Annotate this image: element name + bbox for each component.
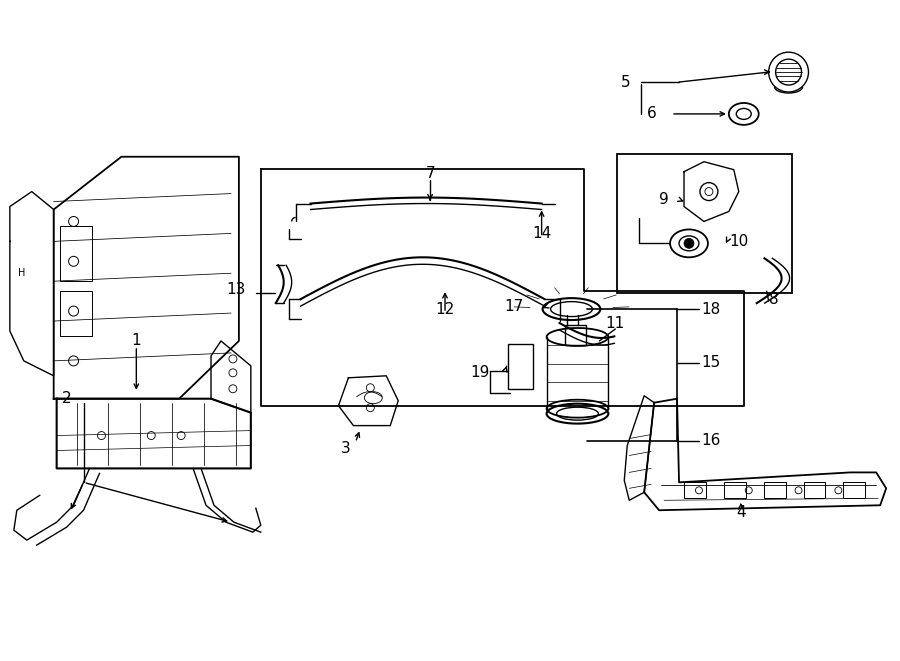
- Text: 3: 3: [340, 441, 350, 456]
- Text: 16: 16: [701, 433, 720, 448]
- Bar: [564, 325, 587, 345]
- Text: 15: 15: [701, 356, 720, 370]
- Text: 9: 9: [659, 192, 669, 207]
- Text: 2: 2: [62, 391, 71, 407]
- Text: H: H: [18, 268, 25, 278]
- Bar: [804, 483, 825, 498]
- Bar: [764, 483, 786, 498]
- Text: 13: 13: [226, 282, 246, 297]
- Text: 14: 14: [532, 226, 551, 241]
- Text: 10: 10: [729, 234, 748, 249]
- Text: 11: 11: [606, 315, 625, 330]
- Text: 18: 18: [701, 301, 720, 317]
- Text: 19: 19: [470, 366, 490, 380]
- Bar: [843, 483, 865, 498]
- Bar: [684, 483, 706, 498]
- Bar: [617, 154, 792, 293]
- Text: 17: 17: [505, 299, 524, 313]
- Text: 8: 8: [769, 292, 778, 307]
- Bar: [508, 344, 533, 389]
- Text: 6: 6: [647, 106, 657, 122]
- Bar: [59, 291, 92, 336]
- Text: 7: 7: [426, 166, 435, 181]
- Text: 5: 5: [621, 75, 631, 89]
- Text: 12: 12: [436, 301, 454, 317]
- Bar: [724, 483, 746, 498]
- Circle shape: [684, 239, 694, 249]
- Text: 1: 1: [131, 333, 141, 348]
- Text: 4: 4: [736, 505, 745, 520]
- Bar: [59, 227, 92, 281]
